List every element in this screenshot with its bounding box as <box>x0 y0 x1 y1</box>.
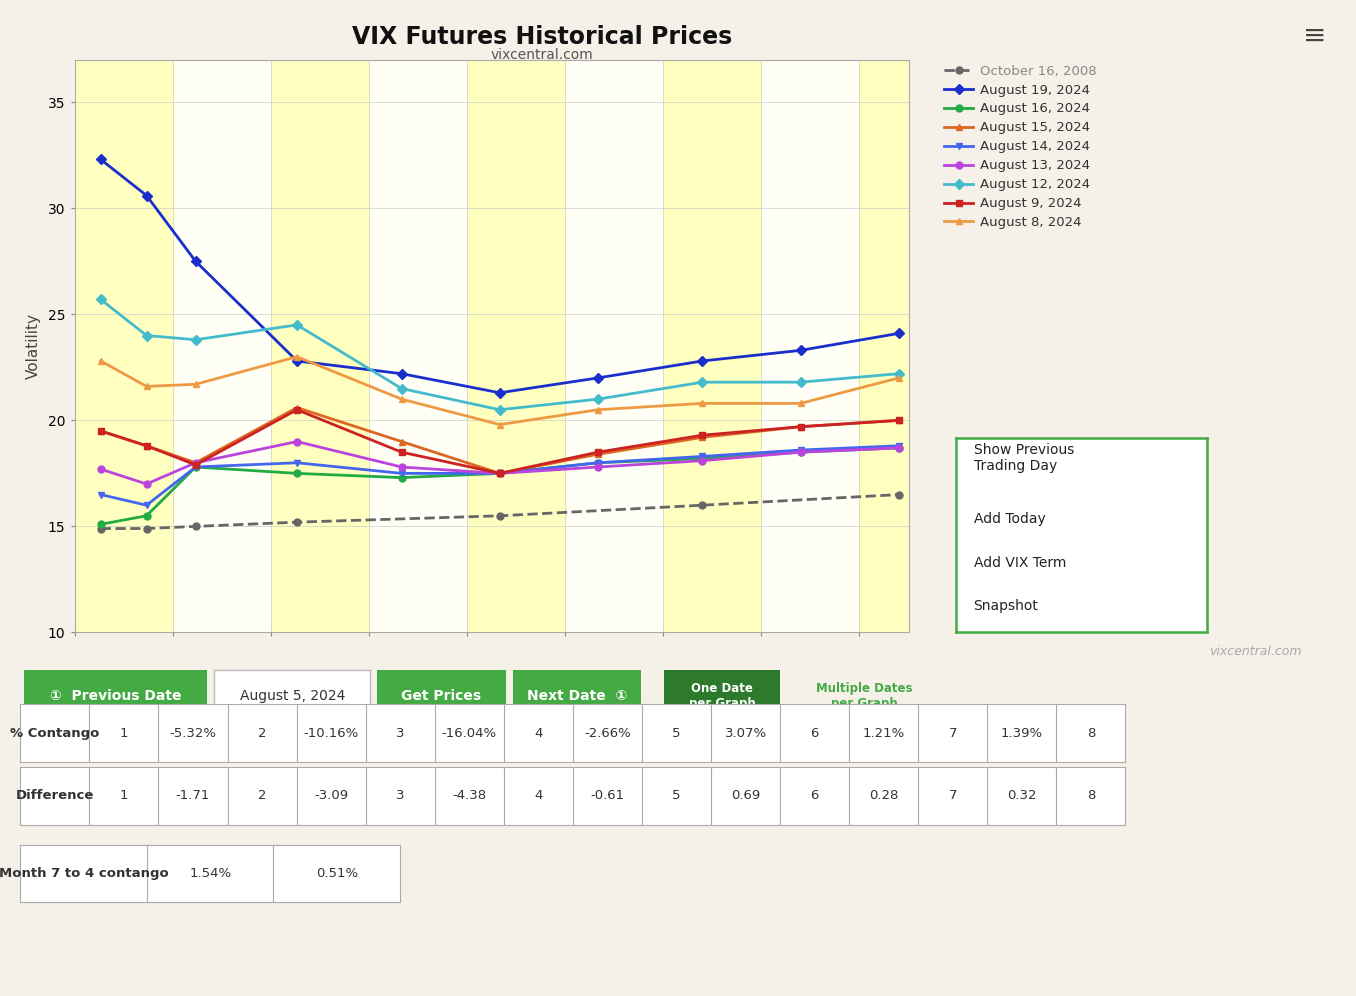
Text: 1: 1 <box>119 726 129 740</box>
Text: Add Today: Add Today <box>974 512 1045 526</box>
Text: 2: 2 <box>258 726 266 740</box>
Text: 2: 2 <box>258 789 266 803</box>
Text: -4.38: -4.38 <box>453 789 487 803</box>
Bar <box>466 60 565 632</box>
Text: vixcentral.com: vixcentral.com <box>1210 645 1302 658</box>
Text: ≡: ≡ <box>1303 22 1326 50</box>
Bar <box>860 60 909 632</box>
Text: 0.69: 0.69 <box>731 789 761 803</box>
Text: 8: 8 <box>1086 789 1096 803</box>
Text: 0.32: 0.32 <box>1008 789 1036 803</box>
Text: 3.07%: 3.07% <box>724 726 766 740</box>
Text: vixcentral.com: vixcentral.com <box>491 48 594 62</box>
Text: 1: 1 <box>119 789 129 803</box>
Text: 4: 4 <box>534 726 542 740</box>
Text: 6: 6 <box>811 726 819 740</box>
Text: 3: 3 <box>396 726 404 740</box>
Text: -3.09: -3.09 <box>315 789 348 803</box>
Text: 7: 7 <box>949 789 957 803</box>
Text: -2.66%: -2.66% <box>584 726 631 740</box>
Text: -5.32%: -5.32% <box>170 726 217 740</box>
Text: 0.51%: 0.51% <box>316 867 358 880</box>
Text: Get Prices: Get Prices <box>401 689 481 703</box>
Text: Month 7 to 4 contango: Month 7 to 4 contango <box>0 867 168 880</box>
Bar <box>271 60 369 632</box>
Bar <box>75 60 172 632</box>
Text: -0.61: -0.61 <box>590 789 625 803</box>
Text: -10.16%: -10.16% <box>304 726 359 740</box>
Text: August 5, 2024: August 5, 2024 <box>240 689 344 703</box>
Text: Difference: Difference <box>16 789 94 803</box>
Text: Show Previous
Trading Day: Show Previous Trading Day <box>974 443 1074 473</box>
Text: 8: 8 <box>1086 726 1096 740</box>
Text: Snapshot: Snapshot <box>974 599 1039 613</box>
Text: 5: 5 <box>673 789 681 803</box>
Text: -16.04%: -16.04% <box>442 726 496 740</box>
Text: 5: 5 <box>673 726 681 740</box>
Text: One Date
per Graph: One Date per Graph <box>689 682 755 710</box>
Text: 3: 3 <box>396 789 404 803</box>
Text: 1.39%: 1.39% <box>1001 726 1043 740</box>
Text: 1.21%: 1.21% <box>862 726 904 740</box>
Text: -1.71: -1.71 <box>176 789 210 803</box>
Bar <box>663 60 761 632</box>
Text: % Contango: % Contango <box>11 726 99 740</box>
X-axis label: Days to Expiration: Days to Expiration <box>422 662 561 677</box>
Text: 7: 7 <box>949 726 957 740</box>
Y-axis label: Volatility: Volatility <box>26 313 41 379</box>
Text: 1.54%: 1.54% <box>188 867 232 880</box>
Text: ①  Previous Date: ① Previous Date <box>50 689 182 703</box>
Legend: October 16, 2008, August 19, 2024, August 16, 2024, August 15, 2024, August 14, : October 16, 2008, August 19, 2024, Augus… <box>940 61 1100 233</box>
Text: VIX Futures Historical Prices: VIX Futures Historical Prices <box>353 25 732 49</box>
Text: Next Date  ①: Next Date ① <box>527 689 626 703</box>
Text: Add VIX Term: Add VIX Term <box>974 557 1066 571</box>
Text: Multiple Dates
per Graph: Multiple Dates per Graph <box>816 682 913 710</box>
Text: 4: 4 <box>534 789 542 803</box>
Text: 0.28: 0.28 <box>869 789 899 803</box>
Text: 6: 6 <box>811 789 819 803</box>
